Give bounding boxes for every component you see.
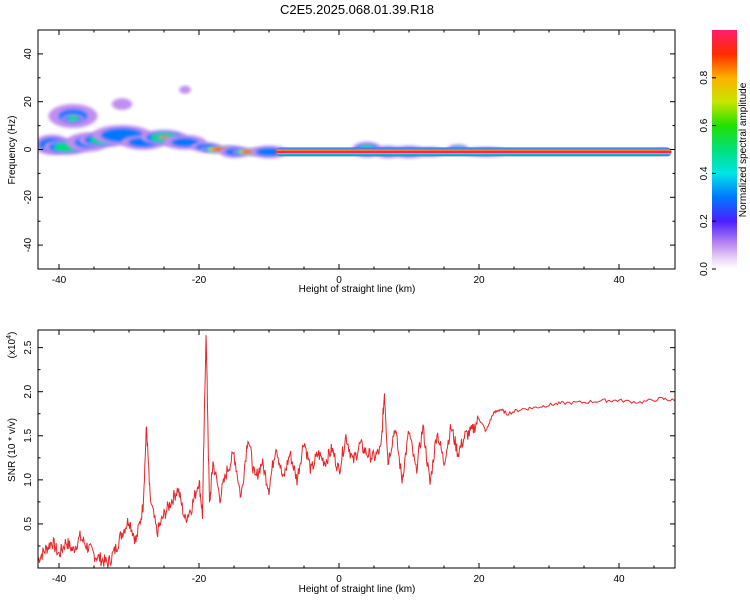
snr-scale-exponent: 4 [6, 335, 13, 339]
snr-x-tick-label: 0 [336, 574, 342, 585]
snr-scale-factor: (x104) [6, 332, 18, 359]
heatmap-y-tick-label: -40 [23, 237, 34, 252]
heatmap-panel: -40 -20 0 20 40 40 20 0 -20 -40 Height of straig… [7, 29, 676, 295]
snr-x-label: Height of straight line (km) [299, 584, 416, 595]
heatmap-ridge-band [276, 150, 672, 154]
snr-x-tick-label: 40 [613, 574, 625, 585]
heatmap-blob-level [171, 137, 199, 148]
snr-x-tick-label: -40 [52, 574, 67, 585]
colorbar-tick-label: 0.6 [699, 118, 710, 132]
snr-scale-close: ) [7, 332, 18, 335]
heatmap-x-tick-label: 40 [613, 275, 625, 286]
colorbar: 0.0 0.2 0.4 0.6 0.8 Normalized spectral ampl… [699, 30, 749, 276]
heatmap-ridge [276, 147, 672, 157]
heatmap-marks [38, 85, 672, 159]
heatmap-y-tick-label: 0 [23, 146, 34, 152]
heatmap-x-tick-label: -40 [52, 275, 67, 286]
heatmap-y-tick-label: -20 [23, 190, 34, 205]
snr-series-line [38, 335, 675, 568]
heatmap-blob [179, 85, 191, 94]
snr-y-axis: 0.5 1.0 1.5 2.0 2.5 [23, 340, 675, 547]
snr-x-tick-label: -20 [192, 574, 207, 585]
snr-y-label: SNR (10 * v/v) [7, 418, 18, 482]
colorbar-ticks: 0.0 0.2 0.4 0.6 0.8 [699, 70, 716, 276]
heatmap-y-axis: 40 20 0 -20 -40 [23, 29, 675, 270]
heatmap-blob [61, 113, 85, 124]
snr-y-tick-label: 1.5 [23, 428, 34, 442]
colorbar-tick-label: 0.8 [699, 70, 710, 84]
heatmap-y-tick-label: 40 [23, 48, 34, 60]
svg-text:(x104): (x104) [6, 332, 18, 359]
heatmap-x-tick-label: 0 [336, 275, 342, 286]
heatmap-y-tick-label: 20 [23, 96, 34, 108]
heatmap-blob-level [111, 98, 133, 110]
snr-y-tick-label: 2.5 [23, 340, 34, 354]
heatmap-x-tick-label: 20 [473, 275, 485, 286]
heatmap-y-label: Frequency (Hz) [7, 116, 18, 185]
heatmap-blob-level [179, 85, 191, 94]
heatmap-blob [111, 98, 133, 110]
figure-title: C2E5.2025.068.01.39.R18 [280, 2, 434, 17]
colorbar-gradient [712, 30, 737, 269]
colorbar-tick-label: 0.4 [699, 166, 710, 180]
heatmap-x-label: Height of straight line (km) [299, 284, 416, 295]
snr-y-tick-label: 0.5 [23, 517, 34, 531]
colorbar-label: Normalized spectral amplitude [738, 82, 749, 217]
snr-y-tick-label: 2.0 [23, 384, 34, 398]
snr-panel: -40 -20 0 20 40 0.5 1.0 1.5 2.0 2.5 Height of st… [6, 329, 676, 595]
colorbar-tick-label: 0.0 [699, 262, 710, 276]
heatmap-blob-level [160, 136, 168, 139]
snr-frame [37, 329, 676, 569]
heatmap-x-tick-label: -20 [192, 275, 207, 286]
snr-x-tick-label: 20 [473, 574, 485, 585]
heatmap-x-axis: -40 -20 0 20 40 [52, 30, 655, 286]
colorbar-tick-label: 0.2 [699, 214, 710, 228]
snr-scale-base: (x10 [7, 338, 18, 358]
heatmap-blob-level [67, 115, 79, 121]
snr-y-tick-label: 1.0 [23, 472, 34, 486]
heatmap-blob-level [255, 147, 283, 157]
snr-x-axis: -40 -20 0 20 40 [52, 330, 655, 585]
